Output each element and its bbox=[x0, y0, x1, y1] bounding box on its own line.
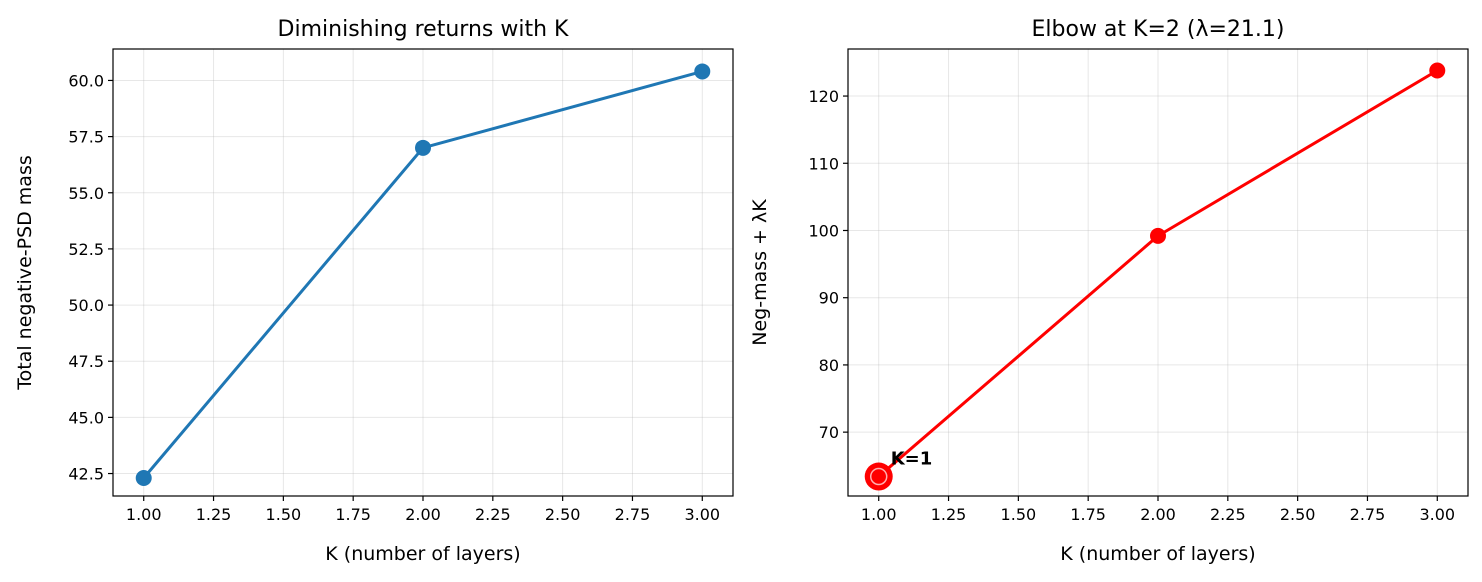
chart-title: Diminishing returns with K bbox=[278, 17, 569, 42]
x-tick-label: 2.50 bbox=[1280, 505, 1316, 524]
y-tick-label: 55.0 bbox=[68, 184, 104, 203]
data-point bbox=[1150, 227, 1166, 244]
x-tick-label: 1.75 bbox=[1070, 505, 1106, 524]
x-tick-label: 3.00 bbox=[1419, 505, 1455, 524]
chart-title: Elbow at K=2 (λ=21.1) bbox=[1032, 17, 1285, 42]
x-tick-label: 3.00 bbox=[684, 505, 720, 524]
x-tick-label: 1.25 bbox=[196, 505, 232, 524]
x-tick-label: 2.75 bbox=[1350, 505, 1386, 524]
y-tick-label: 90 bbox=[819, 289, 839, 308]
x-tick-label: 1.50 bbox=[1001, 505, 1037, 524]
y-tick-label: 42.5 bbox=[68, 465, 104, 484]
y-tick-label: 60.0 bbox=[68, 71, 104, 90]
plot-frame bbox=[847, 48, 1469, 497]
x-tick-label: 2.25 bbox=[1210, 505, 1246, 524]
data-point bbox=[415, 139, 431, 156]
y-tick-label: 47.5 bbox=[68, 352, 104, 371]
x-tick-label: 2.25 bbox=[475, 505, 511, 524]
x-tick-label: 1.00 bbox=[861, 505, 897, 524]
y-tick-label: 52.5 bbox=[68, 240, 104, 259]
y-tick-label: 120 bbox=[808, 87, 839, 106]
x-tick-label: 2.75 bbox=[615, 505, 651, 524]
y-tick-label: 70 bbox=[819, 423, 839, 442]
x-axis-label: K (number of layers) bbox=[325, 543, 520, 565]
x-tick-label: 2.50 bbox=[545, 505, 581, 524]
x-tick-label: 2.00 bbox=[405, 505, 441, 524]
elbow-marker bbox=[864, 462, 893, 491]
y-tick-label: 45.0 bbox=[68, 408, 104, 427]
y-tick-label: 57.5 bbox=[68, 128, 104, 147]
x-tick-label: 1.25 bbox=[931, 505, 967, 524]
x-tick-label: 2.00 bbox=[1140, 505, 1176, 524]
data-point bbox=[1429, 62, 1446, 79]
y-tick-label: 50.0 bbox=[68, 296, 104, 315]
y-axis-label: Total negative-PSD mass bbox=[14, 155, 36, 391]
y-tick-label: 80 bbox=[819, 356, 839, 375]
chart-diminishing-returns: 1.00 1.25 1.50 1.75 2.00 2.25 2.50 2.75 3.00 42.5… bbox=[14, 17, 734, 565]
y-tick-label: 100 bbox=[808, 221, 839, 240]
x-tick-label: 1.00 bbox=[126, 505, 162, 524]
x-tick-label: 1.75 bbox=[335, 505, 371, 524]
x-axis-label: K (number of layers) bbox=[1060, 543, 1255, 565]
y-axis-label: Neg-mass + λK bbox=[749, 199, 771, 346]
elbow-marker-inner bbox=[869, 467, 888, 486]
y-tick-label: 110 bbox=[808, 154, 839, 173]
data-point bbox=[135, 470, 152, 487]
plot-frame bbox=[112, 48, 734, 497]
data-point bbox=[694, 63, 711, 80]
chart-elbow: 1.00 1.25 1.50 1.75 2.00 2.25 2.50 2.75 3.00 70 80… bbox=[749, 17, 1469, 565]
x-tick-label: 1.50 bbox=[266, 505, 302, 524]
elbow-annotation: K=1 bbox=[891, 449, 933, 470]
